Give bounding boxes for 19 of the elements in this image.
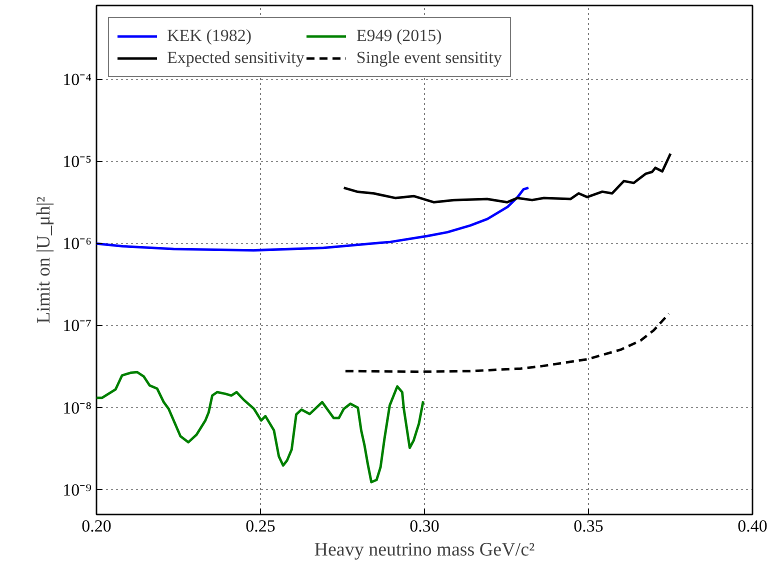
- y-tick-label: 10⁻⁸: [62, 398, 92, 418]
- x-tick-label: 0.30: [410, 516, 440, 536]
- y-tick-label: 10⁻⁶: [62, 234, 92, 254]
- legend-label: KEK (1982): [167, 26, 252, 46]
- legend-label: Single event sensitity: [356, 48, 502, 68]
- y-tick-label: 10⁻⁴: [62, 70, 92, 90]
- x-tick-label: 0.25: [246, 516, 276, 536]
- y-axis-title: Limit on |U_μh|²: [34, 196, 55, 324]
- x-axis-title: Heavy neutrino mass GeV/c²: [314, 540, 536, 560]
- x-tick-label: 0.40: [738, 516, 768, 536]
- x-tick-label: 0.20: [82, 516, 112, 536]
- y-tick-label: 10⁻⁷: [62, 316, 92, 336]
- y-tick-label: 10⁻⁹: [62, 480, 92, 500]
- legend-label: Expected sensitivity: [167, 48, 304, 68]
- y-tick-label: 10⁻⁵: [62, 152, 92, 172]
- legend-label: E949 (2015): [356, 26, 442, 46]
- line-series: [96, 370, 424, 484]
- line-series: [96, 186, 530, 252]
- x-tick-label: 0.35: [574, 516, 604, 536]
